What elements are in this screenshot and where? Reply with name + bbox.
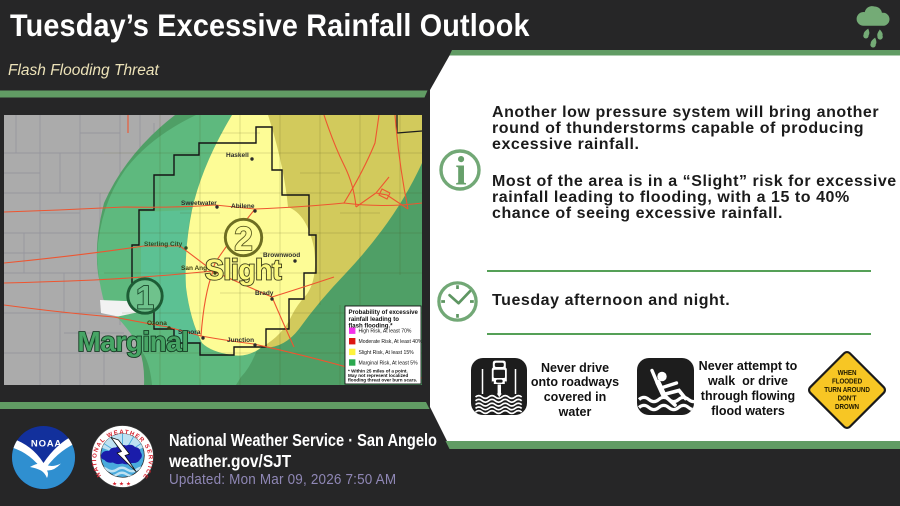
- svg-text:* Within 25 miles of a point.: * Within 25 miles of a point.: [348, 369, 408, 374]
- svg-text:Junction: Junction: [227, 337, 254, 344]
- svg-text:flooding threat over burn scar: flooding threat over burn scars.: [348, 378, 417, 383]
- svg-text:Sweetwater: Sweetwater: [181, 200, 217, 207]
- svg-text:Probability of excessive: Probability of excessive: [349, 309, 419, 316]
- svg-text:Brownwood: Brownwood: [263, 252, 300, 259]
- svg-text:Slight Risk, At least 15%: Slight Risk, At least 15%: [359, 350, 415, 356]
- svg-text:DROWN: DROWN: [835, 404, 859, 412]
- svg-text:DON'T: DON'T: [838, 395, 858, 403]
- svg-text:Moderate Risk, At least 40%: Moderate Risk, At least 40%: [359, 339, 423, 345]
- svg-text:Marginal: Marginal: [77, 326, 188, 357]
- svg-text:Slight: Slight: [205, 255, 282, 287]
- svg-text:Brady: Brady: [255, 290, 274, 297]
- svg-text:Marginal Risk, At least 5%: Marginal Risk, At least 5%: [359, 360, 419, 366]
- svg-text:NOAA: NOAA: [31, 439, 62, 450]
- svg-text:TURN AROUND: TURN AROUND: [824, 387, 870, 395]
- svg-text:Ozona: Ozona: [147, 320, 167, 327]
- svg-text:WHEN: WHEN: [838, 369, 857, 377]
- svg-text:Sonora: Sonora: [178, 329, 201, 336]
- svg-text:Abilene: Abilene: [231, 203, 255, 210]
- svg-text:FLOODED: FLOODED: [832, 378, 862, 386]
- svg-text:★★★: ★★★: [112, 481, 133, 488]
- svg-text:flash flooding.*: flash flooding.*: [349, 323, 394, 330]
- svg-text:May not represent localized: May not represent localized: [348, 373, 408, 378]
- svg-text:San Angelo: San Angelo: [181, 265, 217, 272]
- svg-text:2: 2: [234, 220, 252, 257]
- svg-text:Haskell: Haskell: [226, 152, 249, 159]
- svg-text:1: 1: [136, 280, 154, 316]
- svg-text:High Risk, At least 70%: High Risk, At least 70%: [359, 329, 412, 335]
- svg-text:rainfall leading to: rainfall leading to: [349, 316, 400, 323]
- svg-text:Sterling City: Sterling City: [144, 241, 183, 248]
- svg-text:i: i: [455, 148, 466, 192]
